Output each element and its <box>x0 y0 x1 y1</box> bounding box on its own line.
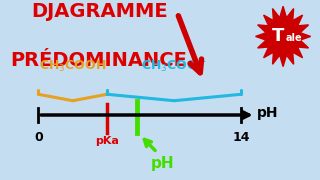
Text: pH: pH <box>256 106 278 120</box>
Text: CH$_3$COO$^-$: CH$_3$COO$^-$ <box>141 59 207 74</box>
Text: T: T <box>272 26 284 44</box>
Text: ale: ale <box>286 33 302 43</box>
Polygon shape <box>256 6 311 67</box>
Text: 14: 14 <box>232 131 250 144</box>
Text: CH$_3$COOH: CH$_3$COOH <box>39 59 106 74</box>
Text: DJAGRAMME: DJAGRAMME <box>31 3 167 21</box>
Text: pH: pH <box>151 156 175 171</box>
Text: pKa: pKa <box>95 136 119 147</box>
Text: 0: 0 <box>34 131 43 144</box>
Text: PRÉDOMINANCE: PRÉDOMINANCE <box>11 51 188 70</box>
